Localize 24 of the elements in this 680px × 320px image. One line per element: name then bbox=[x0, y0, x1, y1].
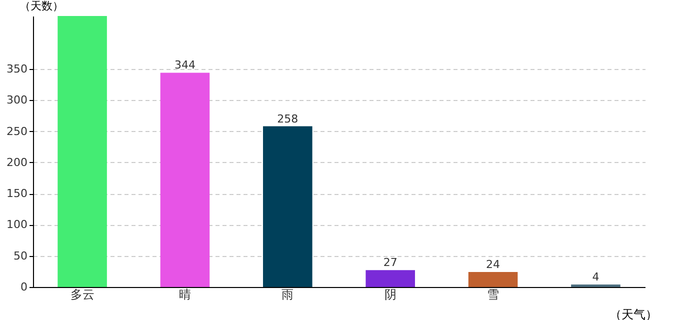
x-tick-label: 阴 bbox=[384, 288, 396, 302]
x-tick-label: 雪 bbox=[487, 288, 500, 302]
y-tick-label: 100 bbox=[6, 218, 28, 232]
y-tick-label: 350 bbox=[6, 62, 28, 76]
bar bbox=[468, 272, 518, 287]
bar bbox=[263, 126, 312, 287]
y-tick-label: 0 bbox=[20, 280, 28, 294]
y-tick-label: 50 bbox=[14, 249, 28, 262]
y-tick-label: 300 bbox=[6, 94, 28, 107]
y-tick-label: 200 bbox=[6, 156, 28, 169]
x-tick-label: 雨 bbox=[282, 288, 294, 302]
bar bbox=[58, 16, 107, 287]
x-tick-label: 多云 bbox=[70, 288, 94, 302]
y-tick-label: 250 bbox=[6, 124, 28, 138]
data-label: 27 bbox=[383, 256, 398, 270]
y-axis-title: （天数） bbox=[20, 0, 64, 12]
data-label: 4 bbox=[592, 270, 600, 284]
y-tick-label: 150 bbox=[6, 187, 28, 200]
bar bbox=[366, 270, 415, 287]
data-label: 24 bbox=[486, 258, 500, 272]
bar bbox=[160, 72, 210, 287]
data-label: 344 bbox=[174, 58, 196, 72]
data-label: 258 bbox=[277, 112, 298, 126]
x-tick-label: 晴 bbox=[178, 288, 191, 302]
